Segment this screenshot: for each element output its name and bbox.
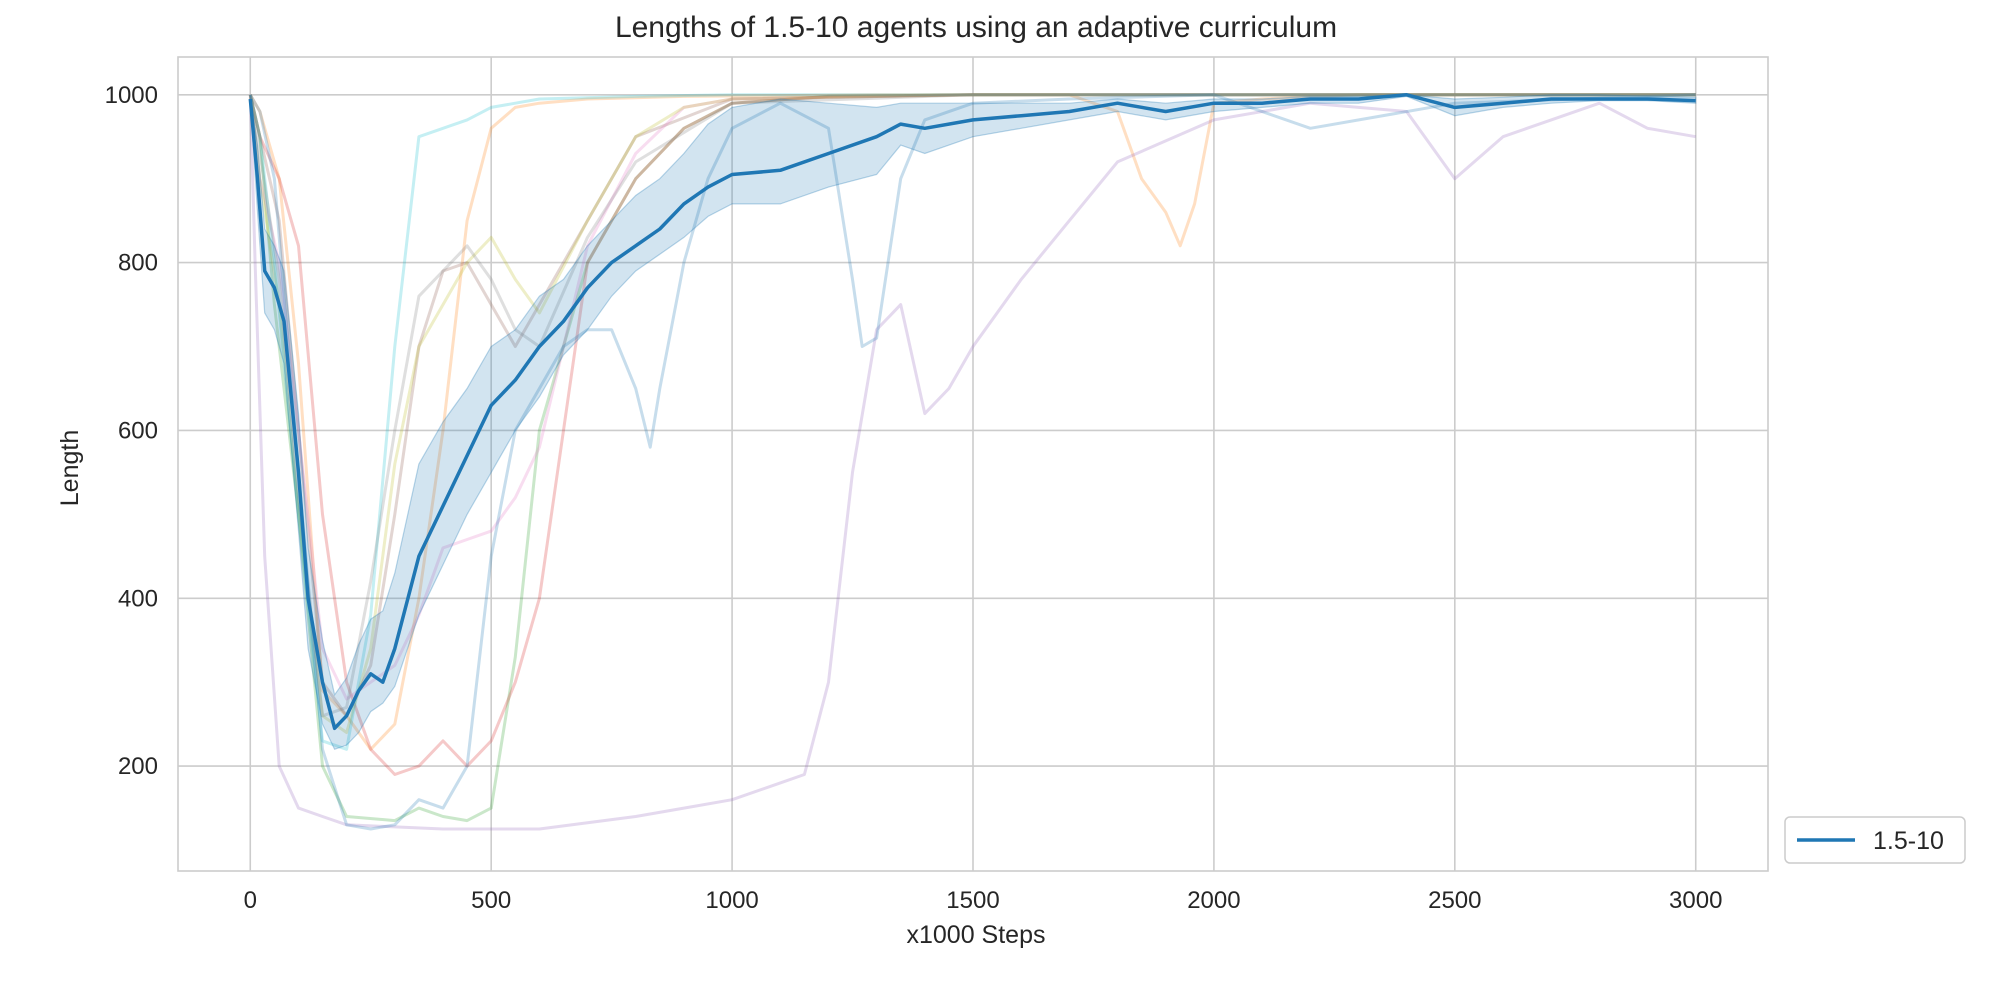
y-tick-label: 400 <box>118 585 158 612</box>
x-tick-label: 2500 <box>1428 887 1481 914</box>
y-tick-labels: 200 400 600 800 1000 <box>105 82 158 780</box>
legend-label: 1.5-10 <box>1873 827 1944 855</box>
run-line <box>248 93 1696 823</box>
x-tick-label: 3000 <box>1669 887 1722 914</box>
grid <box>178 57 1768 871</box>
plot-frame <box>177 56 1769 872</box>
x-tick-label: 1500 <box>946 887 999 914</box>
run-line <box>248 93 1696 718</box>
legend-box <box>1784 816 1966 864</box>
run-line <box>248 93 1696 776</box>
y-tick-label: 800 <box>118 250 158 277</box>
y-axis-label: Length <box>56 430 84 506</box>
run-line <box>248 94 1696 831</box>
x-axis-label: x1000 Steps <box>907 921 1046 949</box>
run-line <box>248 93 1696 701</box>
y-tick-label: 200 <box>118 753 158 780</box>
mean-line-1-5-10 <box>248 93 1696 731</box>
x-tick-label: 500 <box>471 887 511 914</box>
confidence-band <box>249 94 1697 751</box>
x-tick-labels: 0 500 1000 1500 2000 2500 3000 <box>244 887 1723 914</box>
x-tick-label: 0 <box>244 887 257 914</box>
y-tick-label: 600 <box>118 417 158 444</box>
run-line <box>248 93 1696 751</box>
y-tick-label: 1000 <box>105 82 158 109</box>
legend: 1.5-10 <box>1784 816 1966 864</box>
x-tick-label: 2000 <box>1187 887 1240 914</box>
chart-title: Lengths of 1.5-10 agents using an adapti… <box>615 11 1337 44</box>
run-line <box>248 93 1696 831</box>
x-tick-label: 1000 <box>705 887 758 914</box>
